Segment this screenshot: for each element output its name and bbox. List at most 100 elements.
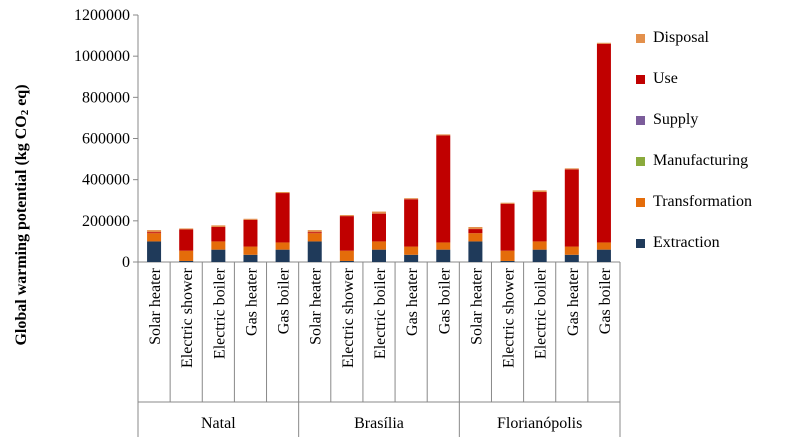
x-tick-label: Electric shower xyxy=(340,267,357,368)
y-tick-label: 400000 xyxy=(82,172,130,189)
legend-item-use: Use xyxy=(636,68,678,90)
x-tick-label: Gas boiler xyxy=(597,267,614,334)
legend-item-transformation: Transformation xyxy=(636,191,752,213)
x-tick-label: Solar heater xyxy=(468,267,485,345)
bar-segment-use xyxy=(147,232,162,234)
bar-segment-transformation xyxy=(436,242,451,250)
bar-segment-disposal xyxy=(243,218,258,220)
bar-segment-disposal xyxy=(179,228,194,230)
x-tick-label: Solar heater xyxy=(308,267,325,345)
bar-segment-extraction xyxy=(211,249,226,262)
bar-segment-use xyxy=(339,216,354,251)
bar-segment-transformation xyxy=(532,241,547,250)
bar-segment-extraction xyxy=(468,241,483,262)
x-tick-label: Gas boiler xyxy=(436,267,453,334)
group-label: Brasília xyxy=(354,415,404,432)
bar-segment-disposal xyxy=(372,211,386,214)
y-axis-label-container: Global warming potential (kg CO2 eq) xyxy=(0,0,40,437)
bar-segment-use xyxy=(211,227,226,242)
bar-segment-extraction xyxy=(147,241,162,262)
y-tick-label: 200000 xyxy=(82,213,130,230)
bar-segment-use xyxy=(436,135,451,243)
bar-segment-disposal xyxy=(436,134,451,136)
bar-segment-transformation xyxy=(211,241,226,250)
legend-swatch xyxy=(636,197,645,207)
bar-segment-transformation xyxy=(275,242,290,250)
legend-swatch xyxy=(636,156,645,166)
x-tick-label: Gas heater xyxy=(243,267,260,336)
legend-swatch xyxy=(636,238,645,248)
bar-segment-extraction xyxy=(307,241,322,262)
bar-segment-extraction xyxy=(179,260,194,262)
y-tick-label: 1200000 xyxy=(74,7,130,24)
bar-segment-disposal xyxy=(468,227,483,230)
bar-segment-disposal xyxy=(275,192,290,194)
y-tick-label: 800000 xyxy=(82,89,130,106)
bar-segment-transformation xyxy=(564,246,579,255)
bar-segment-use xyxy=(243,219,258,247)
bar-segment-transformation xyxy=(179,250,194,261)
bar-segment-use xyxy=(500,203,515,251)
bar-segment-extraction xyxy=(436,249,451,262)
x-tick-label: Solar heater xyxy=(147,267,164,345)
bar-segment-transformation xyxy=(468,233,483,242)
bar-segment-extraction xyxy=(404,254,419,262)
bar-segment-extraction xyxy=(243,254,258,262)
bar-segment-extraction xyxy=(339,260,354,262)
bar-segment-disposal xyxy=(500,202,515,204)
x-tick-label: Electric shower xyxy=(179,267,196,368)
bar-segment-use xyxy=(468,229,483,234)
bar-segment-use xyxy=(372,213,386,242)
bar-segment-extraction xyxy=(500,260,515,262)
bar-segment-disposal xyxy=(564,168,579,170)
legend-label: Transformation xyxy=(653,193,752,210)
bar-segment-use xyxy=(596,43,611,243)
y-tick-label: 1000000 xyxy=(74,48,130,65)
bar-segment-extraction xyxy=(275,249,290,262)
legend-label: Supply xyxy=(653,111,699,128)
y-axis-label-suffix: eq) xyxy=(13,84,30,110)
bar-segment-transformation xyxy=(404,246,419,255)
legend-label: Extraction xyxy=(653,234,720,251)
y-axis-label-text: Global warming potential (kg CO xyxy=(13,115,30,346)
bar-segment-transformation xyxy=(243,246,258,255)
legend-label: Disposal xyxy=(653,29,709,46)
bar-segment-transformation xyxy=(339,250,354,261)
legend-item-extraction: Extraction xyxy=(636,232,720,254)
bar-segment-extraction xyxy=(372,249,386,262)
legend-swatch xyxy=(636,74,645,84)
bar-segment-disposal xyxy=(596,42,611,44)
bar-segment-disposal xyxy=(147,230,162,233)
bar-segment-use xyxy=(307,232,322,234)
bar-segment-use xyxy=(275,193,290,243)
legend-label: Use xyxy=(653,70,678,87)
bar-segment-extraction xyxy=(532,249,547,262)
x-tick-label: Gas boiler xyxy=(276,267,293,334)
y-tick-label: 600000 xyxy=(82,131,130,148)
x-tick-label: Electric shower xyxy=(501,267,518,368)
bar-segment-disposal xyxy=(404,198,419,200)
legend-swatch xyxy=(636,33,645,43)
bar-segment-disposal xyxy=(307,230,322,233)
x-tick-label: Gas heater xyxy=(565,267,582,336)
legend-item-supply: Supply xyxy=(636,109,698,131)
bar-segment-extraction xyxy=(596,249,611,262)
legend-item-disposal: Disposal xyxy=(636,27,709,49)
bar-segment-transformation xyxy=(596,242,611,250)
legend-item-manufacturing: Manufacturing xyxy=(636,150,748,172)
bar-segment-transformation xyxy=(500,250,515,261)
bar-segment-disposal xyxy=(339,215,354,217)
x-tick-label: Gas heater xyxy=(404,267,421,336)
legend-label: Manufacturing xyxy=(653,152,749,169)
group-label: Natal xyxy=(201,415,236,432)
bar-segment-use xyxy=(404,199,419,247)
bar-segment-disposal xyxy=(532,190,547,193)
bar-segment-disposal xyxy=(211,225,226,228)
legend-swatch xyxy=(636,115,645,125)
x-tick-label: Electric boiler xyxy=(533,267,550,359)
y-tick-label: 0 xyxy=(122,254,130,271)
bar-segment-transformation xyxy=(372,241,386,250)
x-tick-label: Electric boiler xyxy=(372,267,389,359)
bar-segment-use xyxy=(564,169,579,247)
